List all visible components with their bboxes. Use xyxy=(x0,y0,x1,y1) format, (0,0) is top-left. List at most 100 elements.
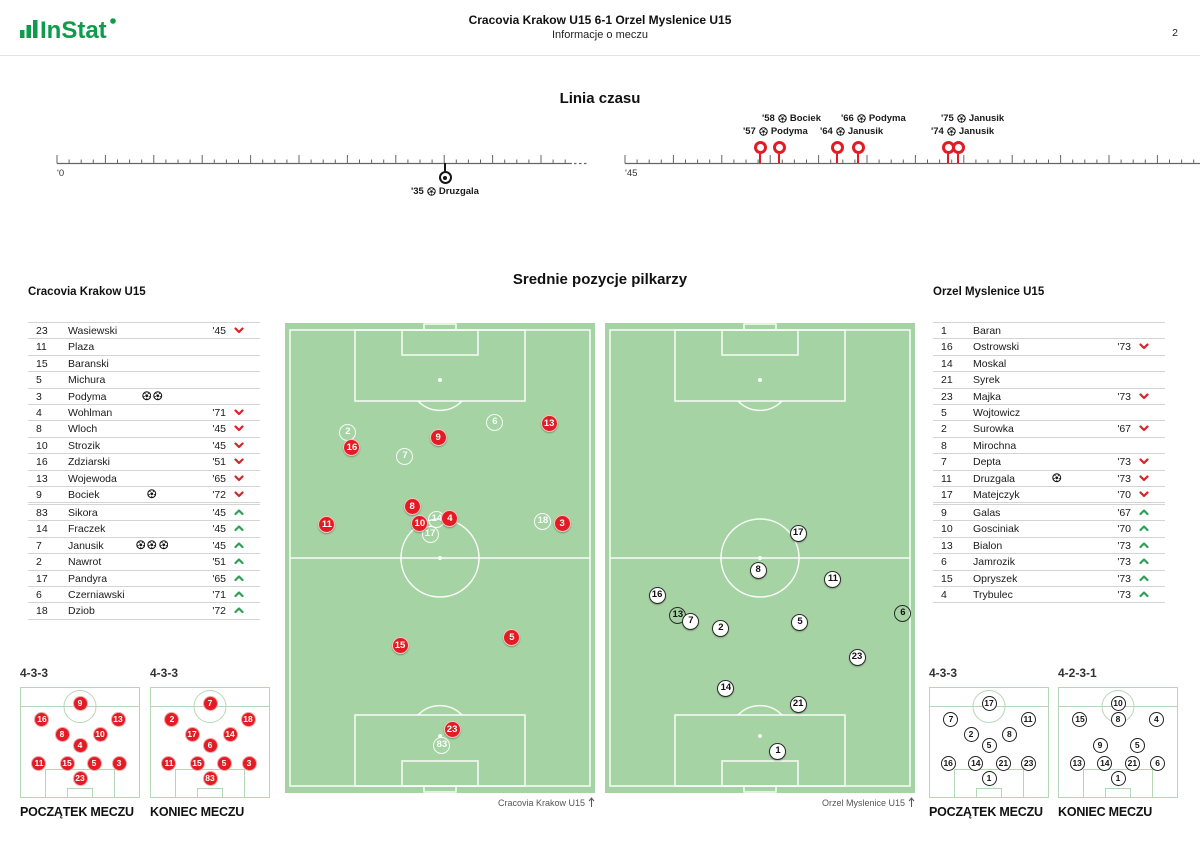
player-number: 16 xyxy=(36,456,48,469)
roster-row: 10 Gosciniak '70 xyxy=(933,521,1165,538)
goal-minute: '57 xyxy=(743,126,756,137)
away-starters-table: 1 Baran 16 Ostrowski '73 14 Moskal 21 Syrek 23 Maj… xyxy=(933,322,1165,504)
sub-on-icon xyxy=(1139,542,1149,549)
timeline-second-half: '45 '57 Podyma '58 Bociek '64 Janusik '66 Po… xyxy=(624,100,1200,212)
player-name: Ostrowski xyxy=(973,341,1020,354)
player-name: Mirochna xyxy=(973,439,1017,452)
roster-row: 11 Druzgala '73 xyxy=(933,471,1165,487)
home-pitch-caption: Cracovia Krakow U15 xyxy=(285,797,595,808)
sub-on-icon xyxy=(1139,574,1149,582)
goal-minute: '35 xyxy=(411,186,424,197)
player-number: 5 xyxy=(36,374,42,387)
player-position-4: 4 xyxy=(1148,712,1164,728)
sub-on-icon xyxy=(1139,591,1149,598)
formation-name: 4-3-3 xyxy=(20,666,49,680)
player-name: Trybulec xyxy=(973,588,1013,601)
player-goals xyxy=(122,391,182,401)
player-name: Gosciniak xyxy=(973,523,1020,536)
home-average-positions-pitch: 2 7 6 14 17 18 83 16 9 13 11 8 10 4 3 15 5 23 xyxy=(285,323,595,793)
player-position-14: 14 xyxy=(1097,755,1113,771)
player-name: Michura xyxy=(68,374,106,387)
player-number: 16 xyxy=(941,341,953,354)
roster-row: 2 Nawrot '51 xyxy=(28,554,260,571)
formation-phase-label: KONIEC MECZU xyxy=(150,805,245,819)
player-number: 8 xyxy=(36,423,42,436)
player-position-8: 8 xyxy=(1001,727,1017,743)
match-title: Cracovia Krakow U15 6-1 Orzel Myslenice … xyxy=(468,13,732,27)
sub-minute: '65 xyxy=(212,472,226,485)
player-position-10: 10 xyxy=(1110,696,1126,712)
player-name: Wasiewski xyxy=(68,325,118,337)
player-number: 2 xyxy=(36,556,42,569)
roster-row: 1 Baran xyxy=(933,323,1165,340)
sub-minute: '71 xyxy=(212,406,226,419)
goal-label: '64 Janusik xyxy=(820,126,883,137)
player-position-1: 1 xyxy=(1110,770,1126,786)
player-position-7: 7 xyxy=(202,696,218,712)
player-name: Janusik xyxy=(68,539,104,552)
formation-pitch: 7 2 18 17 14 6 11 15 5 3 83 xyxy=(150,687,270,798)
sub-minute: '51 xyxy=(212,556,226,569)
away-average-positions-pitch: 13 6 17 8 11 16 7 2 5 23 14 21 1 xyxy=(605,323,915,793)
player-number: 17 xyxy=(941,488,953,501)
sub-on-icon xyxy=(1139,509,1149,516)
goal-ball-icon xyxy=(1052,473,1062,483)
timeline-axis xyxy=(56,154,588,164)
player-position-5: 5 xyxy=(86,755,102,771)
player-name: Jamrozik xyxy=(973,556,1016,569)
roster-row: 6 Czerniawski '71 xyxy=(28,587,260,604)
player-number: 8 xyxy=(941,439,947,452)
sub-on-icon xyxy=(1139,558,1149,565)
roster-row: 83 Sikora '45 xyxy=(28,505,260,522)
roster-row: 8 Wloch '45 xyxy=(28,421,260,438)
sub-off-icon xyxy=(1139,474,1149,482)
player-position-23: 23 xyxy=(1021,755,1037,771)
sub-minute: '73 xyxy=(1117,472,1131,485)
player-name: Bialon xyxy=(973,539,1003,552)
player-position-11: 11 xyxy=(31,755,47,771)
roster-row: 23 Wasiewski '45 xyxy=(28,323,260,340)
roster-row: 8 Mirochna xyxy=(933,438,1165,455)
goal-minute: '74 xyxy=(931,126,944,137)
goal-ball-icon xyxy=(147,540,157,550)
sub-minute: '70 xyxy=(1117,523,1131,536)
player-name: Druzgala xyxy=(973,472,1016,485)
sub-minute: '73 xyxy=(1117,390,1131,403)
sub-minute: '72 xyxy=(212,488,226,501)
sub-minute: '45 xyxy=(212,423,226,436)
goal-ball-icon xyxy=(778,114,787,123)
player-number: 9 xyxy=(941,507,947,519)
player-number: 10 xyxy=(941,523,953,536)
timeline-start-label: '45 xyxy=(625,168,638,179)
player-number: 21 xyxy=(941,374,953,387)
player-number: 7 xyxy=(941,456,947,469)
goal-ball-icon xyxy=(136,540,145,550)
player-position-5: 5 xyxy=(791,614,809,632)
player-position-3: 3 xyxy=(111,755,127,771)
player-position-23: 23 xyxy=(72,770,88,786)
sub-minute: '45 xyxy=(212,507,226,519)
player-position-1: 1 xyxy=(981,770,997,786)
home-pitch-caption-text: Cracovia Krakow U15 xyxy=(497,797,585,808)
goal-marker-home xyxy=(830,141,844,163)
player-position-17: 17 xyxy=(981,696,997,712)
roster-row: 2 Surowka '67 xyxy=(933,421,1165,438)
goal-marker-away-icon xyxy=(438,171,452,184)
sub-minute: '73 xyxy=(1117,456,1131,469)
sub-minute: '72 xyxy=(212,605,226,618)
sub-on-icon xyxy=(1139,525,1149,532)
player-position-17: 17 xyxy=(789,524,807,542)
goal-label: '58 Bociek xyxy=(762,113,821,124)
sub-off-icon xyxy=(1139,343,1149,350)
player-name: Opryszek xyxy=(973,572,1018,585)
goal-ball-icon xyxy=(957,114,966,123)
player-name: Nawrot xyxy=(68,556,102,569)
player-name: Matejczyk xyxy=(973,488,1020,501)
sub-off-icon xyxy=(234,491,244,498)
roster-row: 21 Syrek xyxy=(933,372,1165,389)
player-position-15: 15 xyxy=(59,755,75,771)
player-position-7: 7 xyxy=(943,712,959,728)
sub-off-icon xyxy=(1139,458,1149,465)
match-subtitle: Informacje o meczu xyxy=(552,29,648,41)
player-name: Baranski xyxy=(68,357,109,370)
